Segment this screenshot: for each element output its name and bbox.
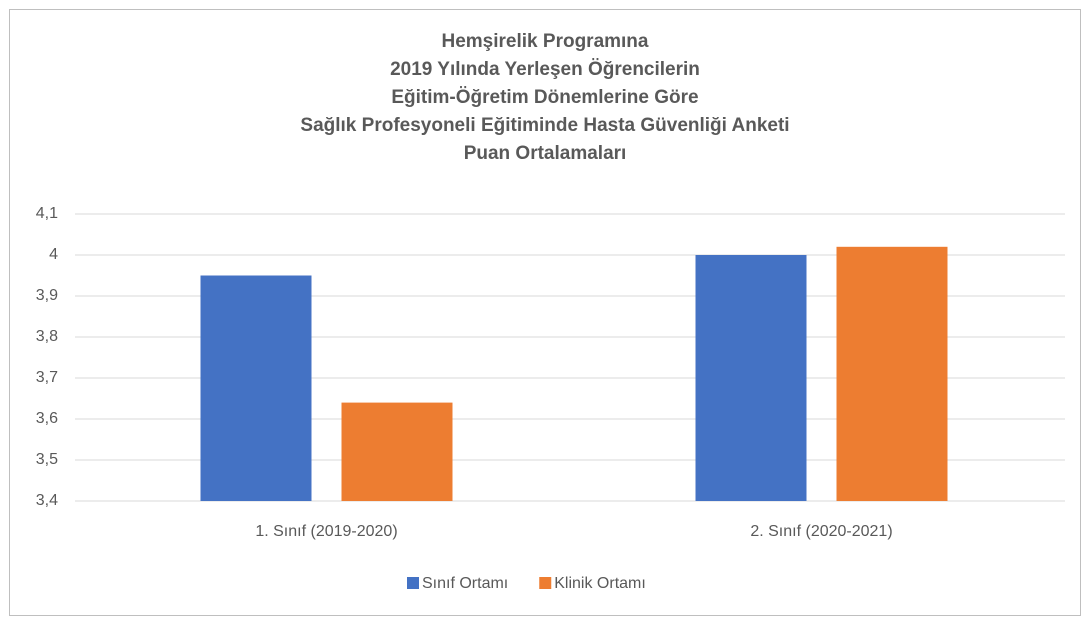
legend-swatch	[407, 577, 419, 589]
y-tick-label: 3,7	[36, 369, 58, 386]
legend-swatch	[539, 577, 552, 589]
chart-title: 2019 Yılında Yerleşen Öğrencilerin	[390, 59, 700, 80]
y-tick-label: 3,8	[36, 328, 58, 345]
y-tick-label: 3,6	[36, 410, 58, 427]
bar	[200, 275, 312, 501]
x-tick-label: 1. Sınıf (2019-2020)	[255, 523, 397, 540]
y-tick-label: 3,9	[36, 287, 58, 304]
y-tick-label: 3,4	[36, 492, 58, 509]
y-tick-label: 4	[49, 246, 58, 263]
chart-title: Eğitim-Öğretim Dönemlerine Göre	[391, 87, 698, 108]
chart-title: Sağlık Profesyoneli Eğitiminde Hasta Güv…	[300, 115, 789, 136]
bar	[695, 255, 807, 501]
bar	[836, 246, 948, 501]
x-tick-label: 2. Sınıf (2020-2021)	[750, 523, 892, 540]
y-tick-label: 3,5	[36, 451, 58, 468]
y-tick-label: 4,1	[36, 205, 58, 222]
bar	[341, 402, 453, 501]
chart-title: Hemşirelik Programına	[442, 31, 649, 52]
chart-title: Puan Ortalamaları	[464, 143, 627, 164]
legend-label: Klinik Ortamı	[554, 575, 646, 592]
legend-label: Sınıf Ortamı	[422, 575, 508, 592]
